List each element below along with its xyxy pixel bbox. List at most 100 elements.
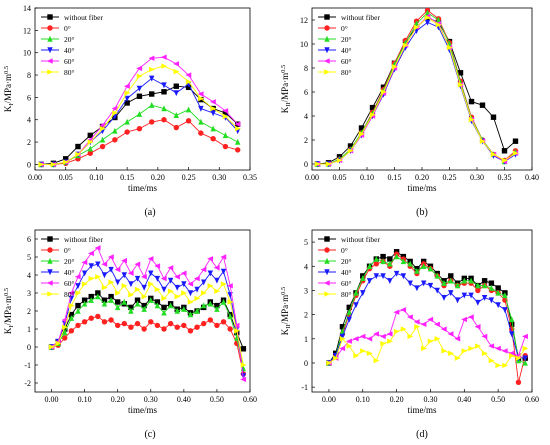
data-point — [332, 355, 339, 361]
data-point — [346, 316, 352, 323]
data-point — [240, 346, 247, 352]
data-point — [134, 300, 141, 307]
data-point — [161, 82, 167, 89]
data-point — [180, 270, 187, 276]
data-point — [227, 313, 233, 320]
data-point — [99, 125, 106, 132]
data-point — [352, 336, 359, 342]
legend-marker — [47, 47, 53, 54]
legend-marker — [324, 236, 330, 242]
y-tick-label: 0 — [27, 343, 31, 352]
data-point — [167, 288, 174, 294]
legend-marker — [47, 236, 53, 242]
data-point — [400, 326, 407, 332]
data-point — [62, 324, 68, 330]
data-point — [62, 329, 68, 336]
data-point — [134, 286, 141, 293]
data-point — [55, 340, 62, 347]
data-point — [136, 110, 143, 117]
data-point — [161, 295, 168, 302]
data-point — [154, 299, 161, 305]
data-point — [75, 322, 81, 329]
data-point — [522, 333, 528, 340]
data-point — [387, 260, 393, 267]
data-point — [210, 136, 216, 142]
data-point — [112, 110, 119, 116]
legend-label: 60° — [64, 57, 75, 66]
data-point — [148, 270, 154, 277]
x-tick-label: 0.40 — [457, 395, 471, 404]
y-axis-label: KII/MPa·m0.5 — [280, 65, 292, 113]
data-point — [326, 360, 333, 366]
data-point — [181, 281, 187, 288]
series-line — [328, 272, 526, 364]
data-point — [347, 148, 354, 154]
x-tick-label: 0.40 — [177, 395, 191, 404]
data-point — [373, 331, 380, 337]
data-point — [522, 345, 529, 352]
data-point — [490, 151, 497, 158]
legend-label: 20° — [64, 35, 75, 44]
data-point — [346, 309, 352, 315]
series-1 — [48, 313, 247, 377]
data-point — [481, 333, 488, 340]
y-tick-label: 5 — [27, 253, 31, 262]
data-point — [226, 283, 233, 289]
data-point — [508, 316, 515, 323]
data-point — [174, 324, 180, 330]
legend-label: 0° — [341, 24, 348, 33]
panel-caption: (c) — [144, 429, 155, 440]
legend: without fiber 0° 20° 40° 60° 80° — [41, 13, 103, 77]
data-point — [420, 280, 427, 287]
data-point — [81, 300, 88, 307]
data-point — [457, 82, 464, 88]
data-point — [63, 159, 69, 165]
data-point — [508, 331, 515, 338]
data-point — [479, 102, 486, 108]
data-point — [95, 261, 101, 268]
data-point — [359, 333, 366, 340]
x-tick-label: 0.40 — [525, 173, 539, 182]
data-point — [207, 270, 214, 277]
data-point — [373, 273, 380, 280]
data-point — [127, 270, 134, 276]
data-point — [124, 100, 130, 106]
data-point — [161, 105, 167, 112]
data-point — [222, 132, 229, 139]
data-point — [167, 277, 174, 284]
data-point — [235, 138, 241, 145]
data-point — [468, 277, 474, 284]
data-point — [63, 156, 69, 162]
data-point — [488, 284, 495, 291]
data-point — [87, 145, 93, 152]
y-tick-label: 1 — [27, 325, 31, 334]
data-point — [108, 266, 114, 273]
panel-c: 0.00 0.10 0.20 0.30 0.40 0.50 0.60 -2 -1 0 1 2 3 4 5 6 t… — [3, 229, 257, 440]
data-point — [488, 297, 495, 304]
data-point — [387, 278, 393, 284]
data-point — [68, 328, 75, 334]
legend-marker — [46, 58, 53, 64]
data-point — [140, 274, 147, 280]
data-point — [167, 302, 174, 309]
data-point — [490, 114, 497, 120]
data-point — [123, 83, 130, 89]
data-point — [413, 20, 420, 27]
data-point — [488, 343, 495, 349]
data-point — [174, 274, 180, 280]
data-point — [495, 362, 502, 369]
data-point — [167, 320, 174, 327]
data-point — [435, 22, 442, 28]
panel-caption: (b) — [416, 207, 428, 218]
data-point — [141, 306, 147, 312]
data-point — [387, 256, 393, 262]
data-point — [400, 273, 407, 280]
data-point — [502, 362, 509, 369]
data-point — [112, 127, 118, 134]
data-point — [373, 357, 380, 364]
data-point — [508, 321, 515, 327]
data-point — [461, 348, 468, 354]
data-point — [210, 110, 216, 117]
legend-marker — [47, 25, 53, 31]
